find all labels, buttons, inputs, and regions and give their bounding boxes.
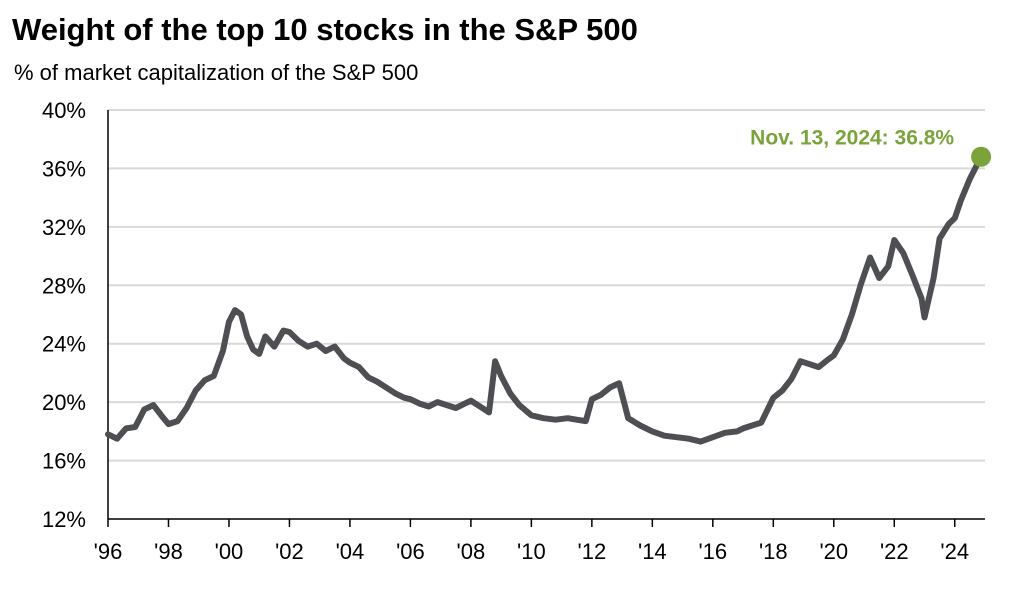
y-tick-label: 36% bbox=[42, 156, 86, 181]
x-tick-label: '96 bbox=[94, 539, 123, 564]
y-tick-label: 40% bbox=[42, 98, 86, 123]
y-tick-label: 20% bbox=[42, 390, 86, 415]
annotation: Nov. 13, 2024: 36.8% bbox=[750, 127, 992, 167]
x-tick-label: '20 bbox=[819, 539, 848, 564]
chart-title: Weight of the top 10 stocks in the S&P 5… bbox=[12, 12, 638, 47]
y-tick-label: 12% bbox=[42, 507, 86, 532]
x-tick-label: '08 bbox=[457, 539, 486, 564]
x-tick-label: '14 bbox=[638, 539, 667, 564]
x-tick-label: '18 bbox=[759, 539, 788, 564]
tick-labels: 12% 16% 20% 24% 28% 32% 36% 40% '96 '98 '00 '02 '04 '… bbox=[42, 98, 969, 564]
annotation-marker bbox=[971, 146, 992, 167]
y-tick-label: 28% bbox=[42, 273, 86, 298]
y-tick-label: 16% bbox=[42, 449, 86, 474]
x-tick-label: '12 bbox=[578, 539, 607, 564]
series-line bbox=[105, 153, 985, 445]
x-tick-label: '10 bbox=[517, 539, 546, 564]
x-tick-label: '02 bbox=[275, 539, 304, 564]
x-tick-label: '22 bbox=[880, 539, 909, 564]
x-tick-label: '00 bbox=[215, 539, 244, 564]
x-tick-label: '06 bbox=[396, 539, 425, 564]
x-tick-label: '98 bbox=[154, 539, 183, 564]
annotation-label: Nov. 13, 2024: 36.8% bbox=[750, 127, 954, 150]
axes bbox=[107, 110, 985, 527]
chart-subtitle: % of market capitalization of the S&P 50… bbox=[14, 60, 419, 85]
series-line-path bbox=[105, 153, 985, 445]
y-tick-label: 24% bbox=[42, 332, 86, 357]
x-tick-label: '16 bbox=[698, 539, 727, 564]
grid-lines bbox=[108, 109, 985, 462]
x-tick-label: '04 bbox=[336, 539, 365, 564]
y-tick-label: 32% bbox=[42, 215, 86, 240]
x-tick-label: '24 bbox=[940, 539, 969, 564]
